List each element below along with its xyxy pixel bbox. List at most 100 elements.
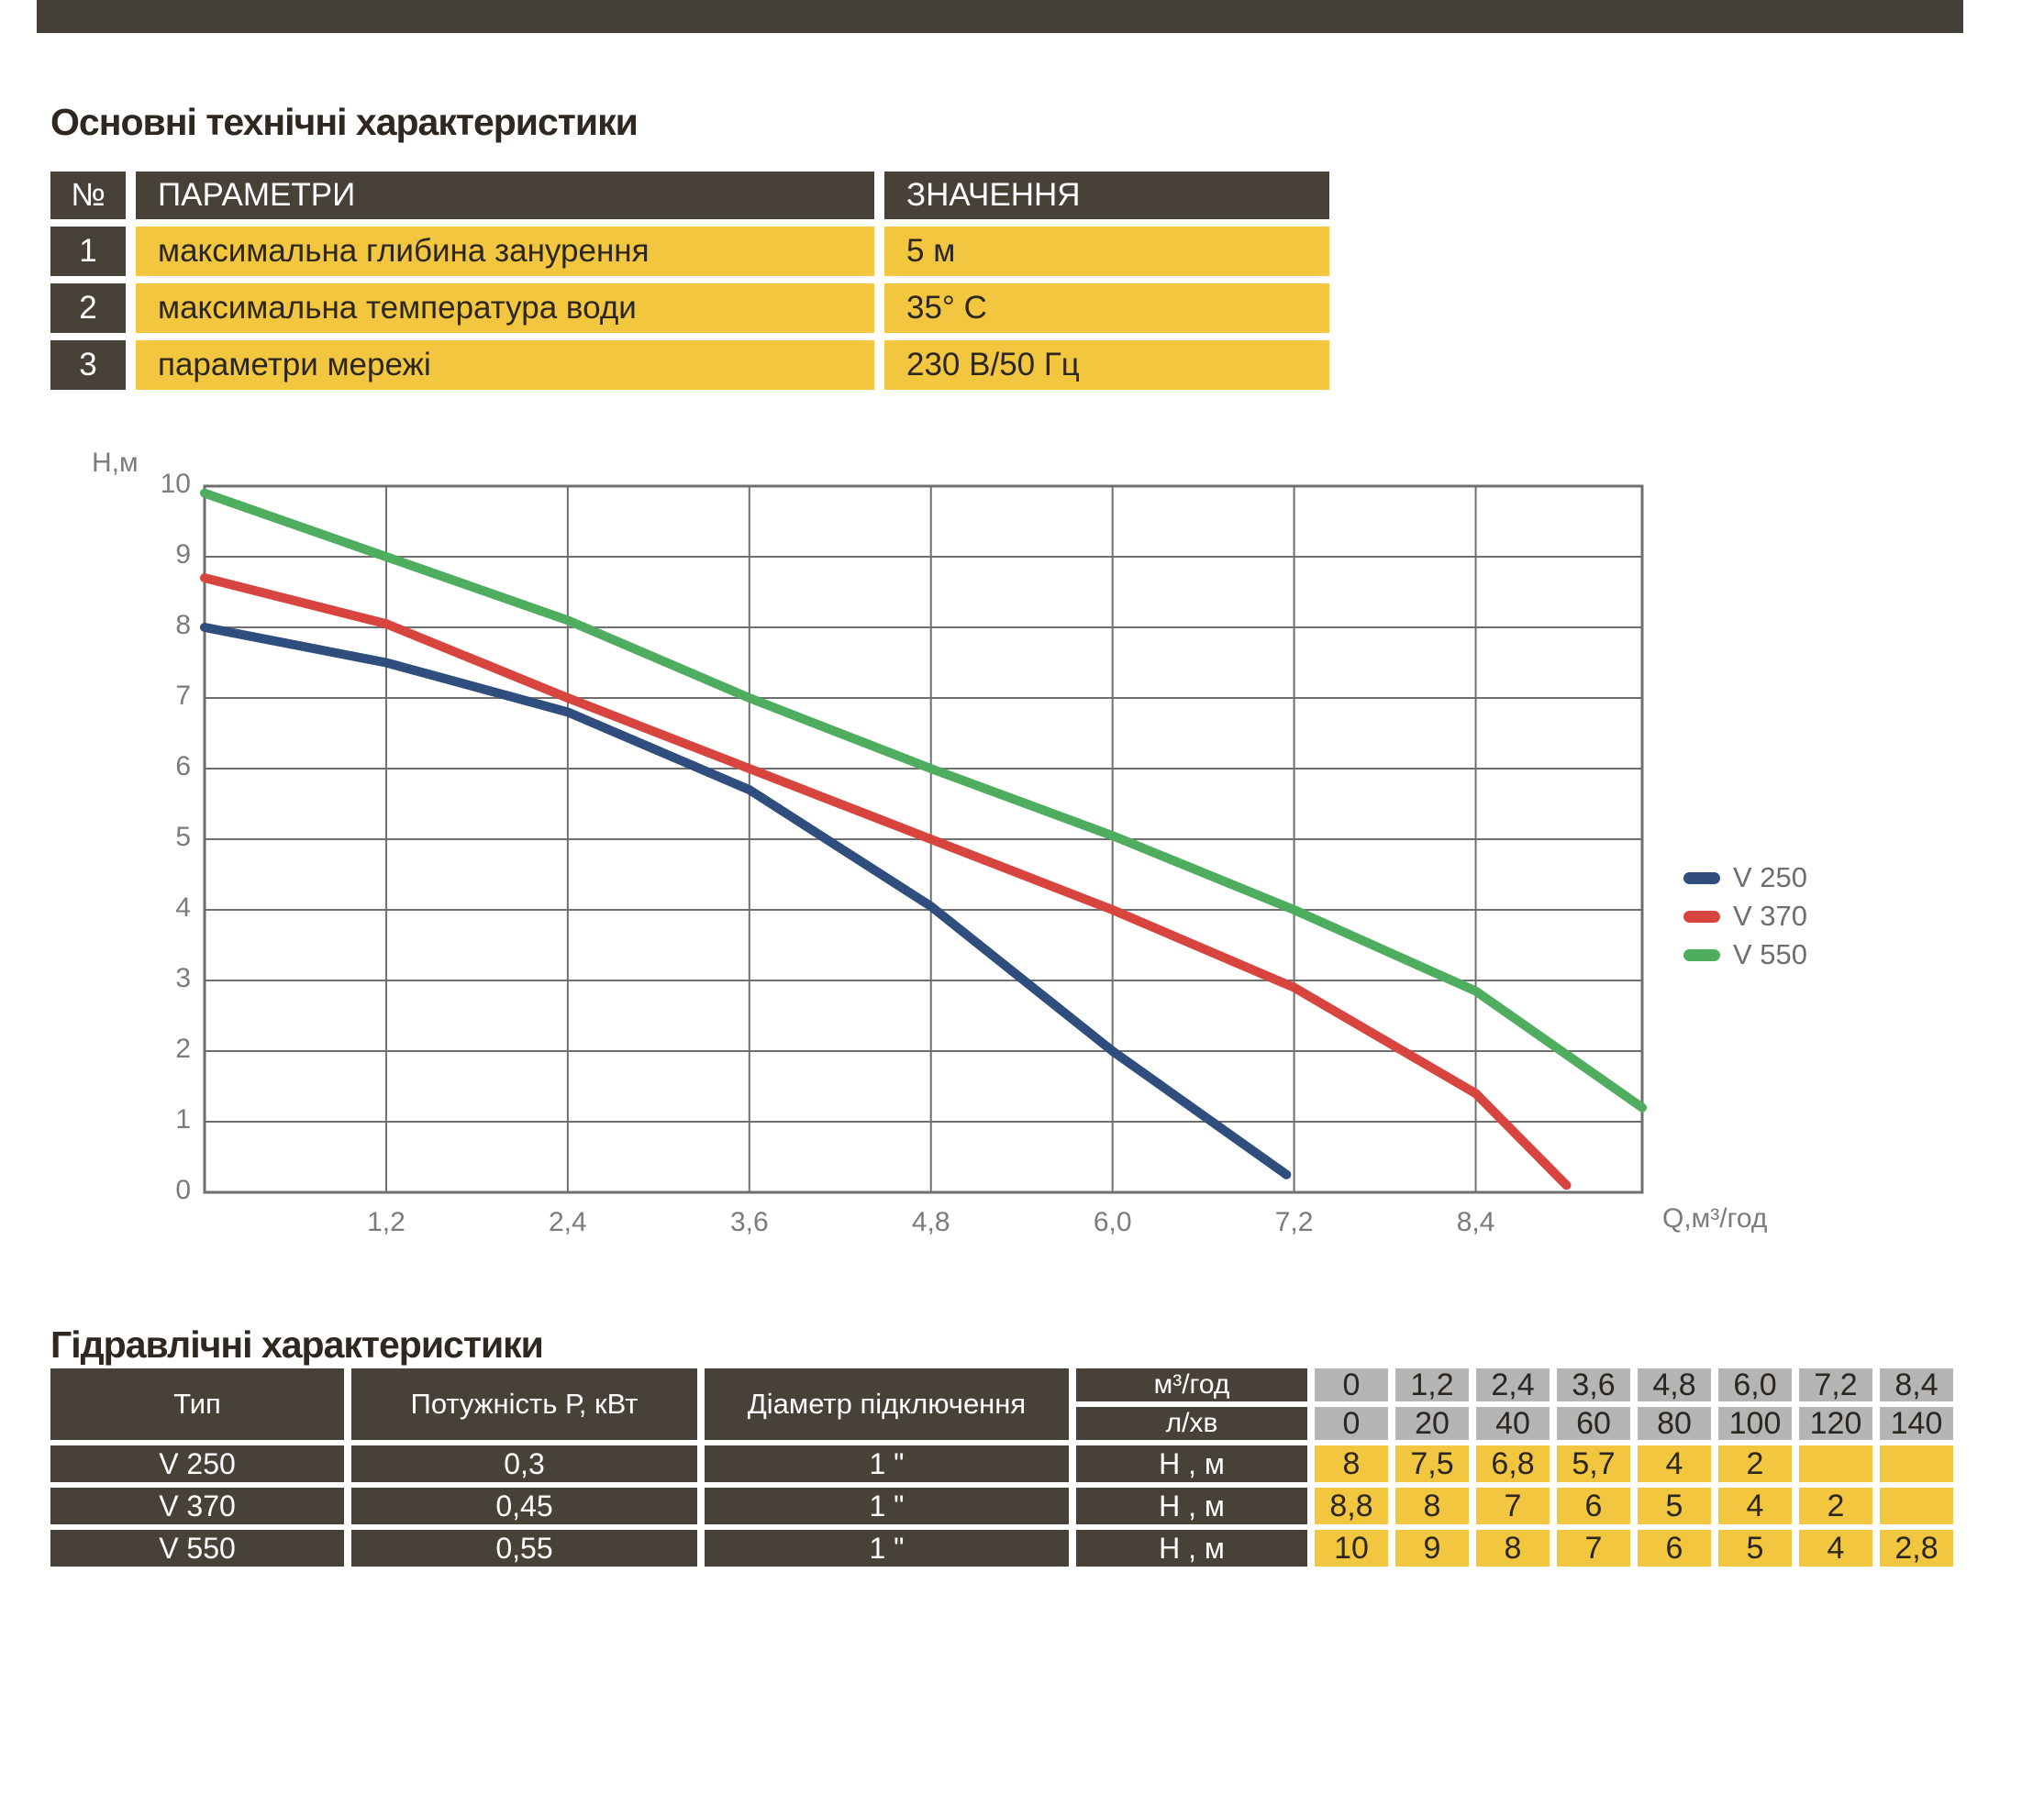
flow-header-cell: 100 [1718,1406,1792,1441]
parameter-cell: параметри мережі [136,340,874,390]
main-specs-table: № ПАРАМЕТРИ ЗНАЧЕННЯ 1 максимальна глиби… [50,172,1329,390]
x-tick-label: 3,6 [729,1207,769,1237]
legend-swatch-v370 [1683,910,1720,923]
x-tick-label: 7,2 [1274,1207,1314,1237]
power-cell: 0,55 [351,1530,697,1567]
head-value-cell: 8 [1476,1530,1550,1567]
curve-v-550 [200,488,1647,1113]
section-title-main-specs: Основні технічні характеристики [50,101,639,143]
x-tick-label: 8,4 [1456,1207,1495,1237]
curve-v-370 [200,573,1572,1190]
x-tick-label: 6,0 [1093,1207,1132,1237]
flow-header-cell: 4,8 [1638,1368,1711,1402]
row-number: 2 [50,283,126,333]
pump-type-cell: V 550 [50,1530,344,1567]
legend-label: V 550 [1733,938,1808,970]
head-value-cell: 4 [1718,1488,1792,1524]
head-value-cell: 10 [1315,1530,1388,1567]
x-tick-label: 2,4 [549,1207,587,1237]
head-value-cell: 8 [1395,1488,1469,1524]
parameter-cell: максимальна температура води [136,283,874,333]
legend-swatch-v550 [1683,948,1720,961]
flow-header-cell: 0 [1315,1406,1388,1441]
row-number: 3 [50,340,126,390]
legend-swatch-v250 [1683,871,1720,884]
flow-header-cell: 1,2 [1395,1368,1469,1402]
flow-header-cell: 20 [1395,1406,1469,1441]
head-label-cell: Н , м [1076,1530,1307,1567]
y-tick-label: 2 [175,1034,191,1064]
y-tick-label: 7 [175,681,191,711]
x-tick-label: 4,8 [911,1207,950,1237]
y-tick-label: 1 [175,1104,191,1135]
column-header-type: Тип [50,1368,344,1440]
head-value-cell: 7 [1557,1530,1630,1567]
column-header-diameter: Діаметр підключення [705,1368,1069,1440]
x-axis-title: Q,м³/год [1662,1203,1768,1234]
flow-header-cell: 7,2 [1799,1368,1872,1402]
value-cell: 5 м [884,227,1329,276]
flow-header-cell: 0 [1315,1368,1388,1402]
head-value-cell [1880,1445,1953,1482]
head-value-cell: 8,8 [1315,1488,1388,1524]
y-tick-label: 6 [175,751,191,781]
head-value-cell [1880,1488,1953,1524]
flow-header-cell: 6,0 [1718,1368,1792,1402]
value-cell: 230 В/50 Гц [884,340,1329,390]
section-title-hydraulics: Гідравлічні характеристики [50,1323,544,1366]
flow-header-cell: 8,4 [1880,1368,1953,1402]
head-value-cell: 2,8 [1880,1530,1953,1567]
head-value-cell: 6 [1638,1530,1711,1567]
flow-header-cell: 3,6 [1557,1368,1630,1402]
flow-header-cell: 80 [1638,1406,1711,1441]
curve-v-250 [200,623,1292,1179]
unit-label-m3h: м³/год [1076,1368,1307,1401]
head-value-cell: 4 [1638,1445,1711,1482]
x-tick-label: 1,2 [367,1207,405,1237]
y-tick-label: 5 [175,822,191,852]
unit-label-lmin: л/хв [1076,1407,1307,1440]
y-tick-label: 8 [175,610,191,640]
head-value-cell: 7,5 [1395,1445,1469,1482]
head-value-cell [1799,1445,1872,1482]
legend-item: V 370 [1683,897,1807,936]
y-tick-label: 0 [175,1175,191,1205]
power-cell: 0,45 [351,1488,697,1524]
flow-header-cell: 140 [1880,1406,1953,1441]
y-tick-label: 4 [175,892,191,923]
head-value-cell: 5 [1638,1488,1711,1524]
flow-header-cell: 60 [1557,1406,1630,1441]
flow-header-cell: 40 [1476,1406,1550,1441]
legend-label: V 370 [1733,900,1808,932]
legend-item: V 250 [1683,858,1807,897]
power-cell: 0,3 [351,1445,697,1482]
head-value-cell: 2 [1799,1488,1872,1524]
plot-frame [203,484,1644,1194]
column-header-number: № [50,172,126,219]
y-tick-label: 3 [175,963,191,993]
y-axis-title: Н,м [92,448,139,478]
chart-legend: V 250 V 370 V 550 [1683,858,1807,974]
diameter-cell: 1 " [705,1530,1069,1567]
pump-type-cell: V 370 [50,1488,344,1524]
column-header-value: ЗНАЧЕННЯ [884,172,1329,219]
head-label-cell: Н , м [1076,1488,1307,1524]
head-value-cell: 8 [1315,1445,1388,1482]
parameter-cell: максимальна глибина занурення [136,227,874,276]
value-cell: 35° С [884,283,1329,333]
column-header-power: Потужність Р, кВт [351,1368,697,1440]
pump-type-cell: V 250 [50,1445,344,1482]
y-tick-label: 9 [175,539,191,570]
legend-item: V 550 [1683,936,1807,974]
flow-header-cell: 120 [1799,1406,1872,1441]
head-value-cell: 9 [1395,1530,1469,1567]
diameter-cell: 1 " [705,1445,1069,1482]
head-value-cell: 5 [1718,1530,1792,1567]
head-value-cell: 4 [1799,1530,1872,1567]
column-header-parameters: ПАРАМЕТРИ [136,172,874,219]
diameter-cell: 1 " [705,1488,1069,1524]
head-value-cell: 7 [1476,1488,1550,1524]
legend-label: V 250 [1733,861,1808,893]
hydraulics-table: Тип Потужність Р, кВт Діаметр підключенн… [50,1368,1953,1567]
